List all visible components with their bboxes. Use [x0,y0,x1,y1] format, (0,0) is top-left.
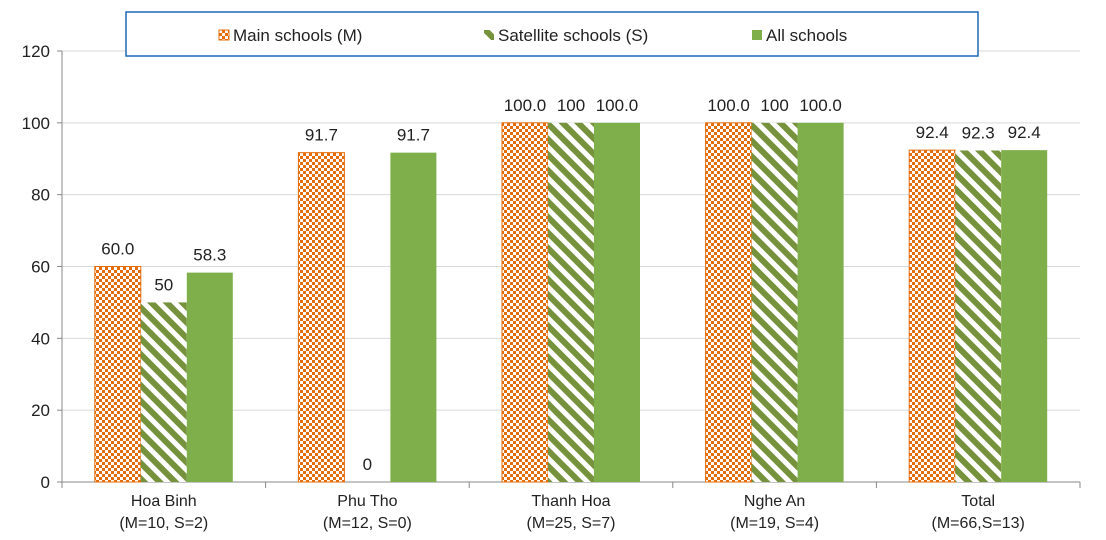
bar-main-schools-m [297,152,345,483]
bar-all-schools [797,122,844,482]
legend: Main schools (M) Satellite schools (S) All… [125,11,979,57]
legend-box [125,11,979,57]
y-tick-label: 40 [31,329,50,348]
bar-all-schools [390,152,437,482]
x-category-label: Hoa Binh [131,493,197,510]
data-label: 92.3 [962,123,995,142]
legend-swatch [752,30,762,40]
data-label: 92.4 [916,123,949,142]
y-tick-label: 120 [22,42,50,61]
data-label: 100 [557,96,585,115]
y-tick-label: 0 [41,473,50,492]
x-category-label: Phu Tho [337,493,397,510]
legend-swatch [484,30,494,40]
data-label: 60.0 [101,240,134,259]
bar-satellite-schools-s [140,302,187,482]
data-label: 100.0 [707,96,750,115]
data-label: 92.4 [1008,123,1041,142]
bar-satellite-schools-s [548,122,594,482]
data-label: 91.7 [397,126,430,145]
x-category-sublabel: (M=25, S=7) [527,515,616,532]
bar-main-schools-m [501,122,549,483]
x-category-sublabel: (M=66,S=13) [932,515,1025,532]
data-label: 100.0 [799,96,842,115]
legend-label: All schools [766,26,847,45]
data-label: 0 [363,455,372,474]
data-label: 91.7 [305,126,338,145]
x-category-label: Thanh Hoa [531,493,610,510]
x-category-sublabel: (M=10, S=2) [119,515,208,532]
y-tick-label: 60 [31,258,50,277]
legend-label: Main schools (M) [233,26,362,45]
bar-all-schools [186,272,233,482]
bar-satellite-schools-s [955,150,1002,482]
bar-main-schools-m [94,266,142,483]
legend-label: Satellite schools (S) [498,26,648,45]
data-label: 58.3 [193,246,226,265]
bar-main-schools-m [908,149,956,483]
bar-all-schools [594,122,640,482]
x-category-label: Nghe An [744,493,805,510]
data-label: 100.0 [504,96,547,115]
data-label: 50 [154,275,173,294]
bars [94,122,1048,483]
x-category-sublabel: (M=12, S=0) [323,515,412,532]
data-label: 100 [760,96,788,115]
legend-swatch [218,29,230,41]
data-labels: 60.0 91.7 100.0 100.0 92.4 50 0 100 100 92.3 58.3 9… [101,96,1040,474]
y-tick-label: 100 [22,114,50,133]
x-category-label: Total [961,493,995,510]
y-tick-label: 80 [31,186,50,205]
bar-main-schools-m [705,122,753,483]
data-label: 100.0 [596,96,639,115]
bar-all-schools [1001,150,1048,482]
bar-satellite-schools-s [751,122,798,482]
x-category-sublabel: (M=19, S=4) [730,515,819,532]
y-tick-label: 20 [31,401,50,420]
